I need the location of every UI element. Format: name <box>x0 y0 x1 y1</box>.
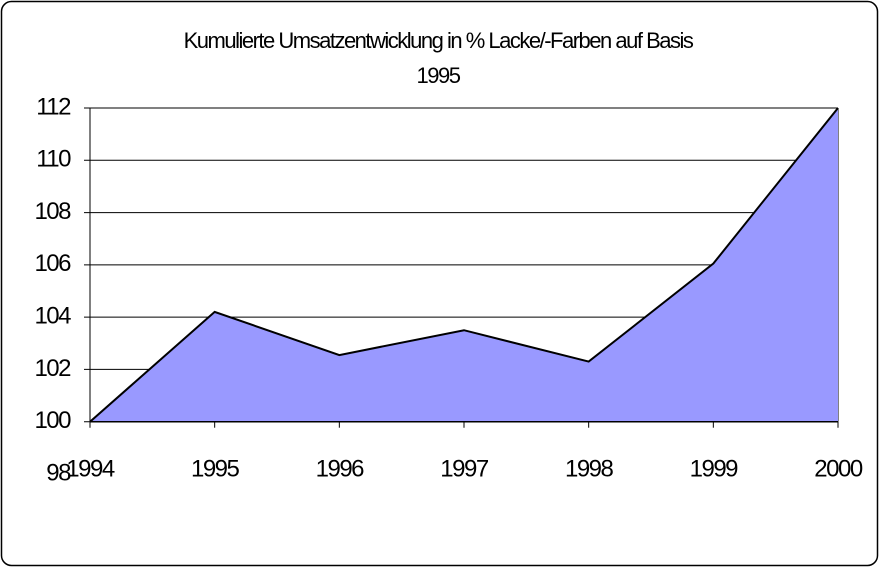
x-tick-label: 2000 <box>814 455 863 482</box>
y-tick-label: 106 <box>34 250 71 277</box>
x-tick-label: 1995 <box>191 455 240 482</box>
x-tick-label: 1997 <box>440 455 489 482</box>
chart-title: 1995 <box>417 63 461 88</box>
chart-title: Kumulierte Umsatzentwicklung in % Lacke/… <box>184 28 694 53</box>
x-tick-label: 1996 <box>316 455 365 482</box>
x-tick-label: 1994 <box>66 455 115 482</box>
y-tick-label: 98 <box>46 459 71 486</box>
y-tick-label: 110 <box>36 146 71 173</box>
y-tick-label: 104 <box>34 302 71 329</box>
y-tick-label: 112 <box>36 93 71 120</box>
x-tick-label: 1998 <box>565 455 614 482</box>
area-line <box>89 107 839 423</box>
area <box>90 108 838 422</box>
y-tick-label: 108 <box>34 198 71 225</box>
x-tick-label: 1999 <box>690 455 739 482</box>
y-tick-label: 100 <box>34 407 71 434</box>
y-tick-label: 102 <box>34 355 71 382</box>
